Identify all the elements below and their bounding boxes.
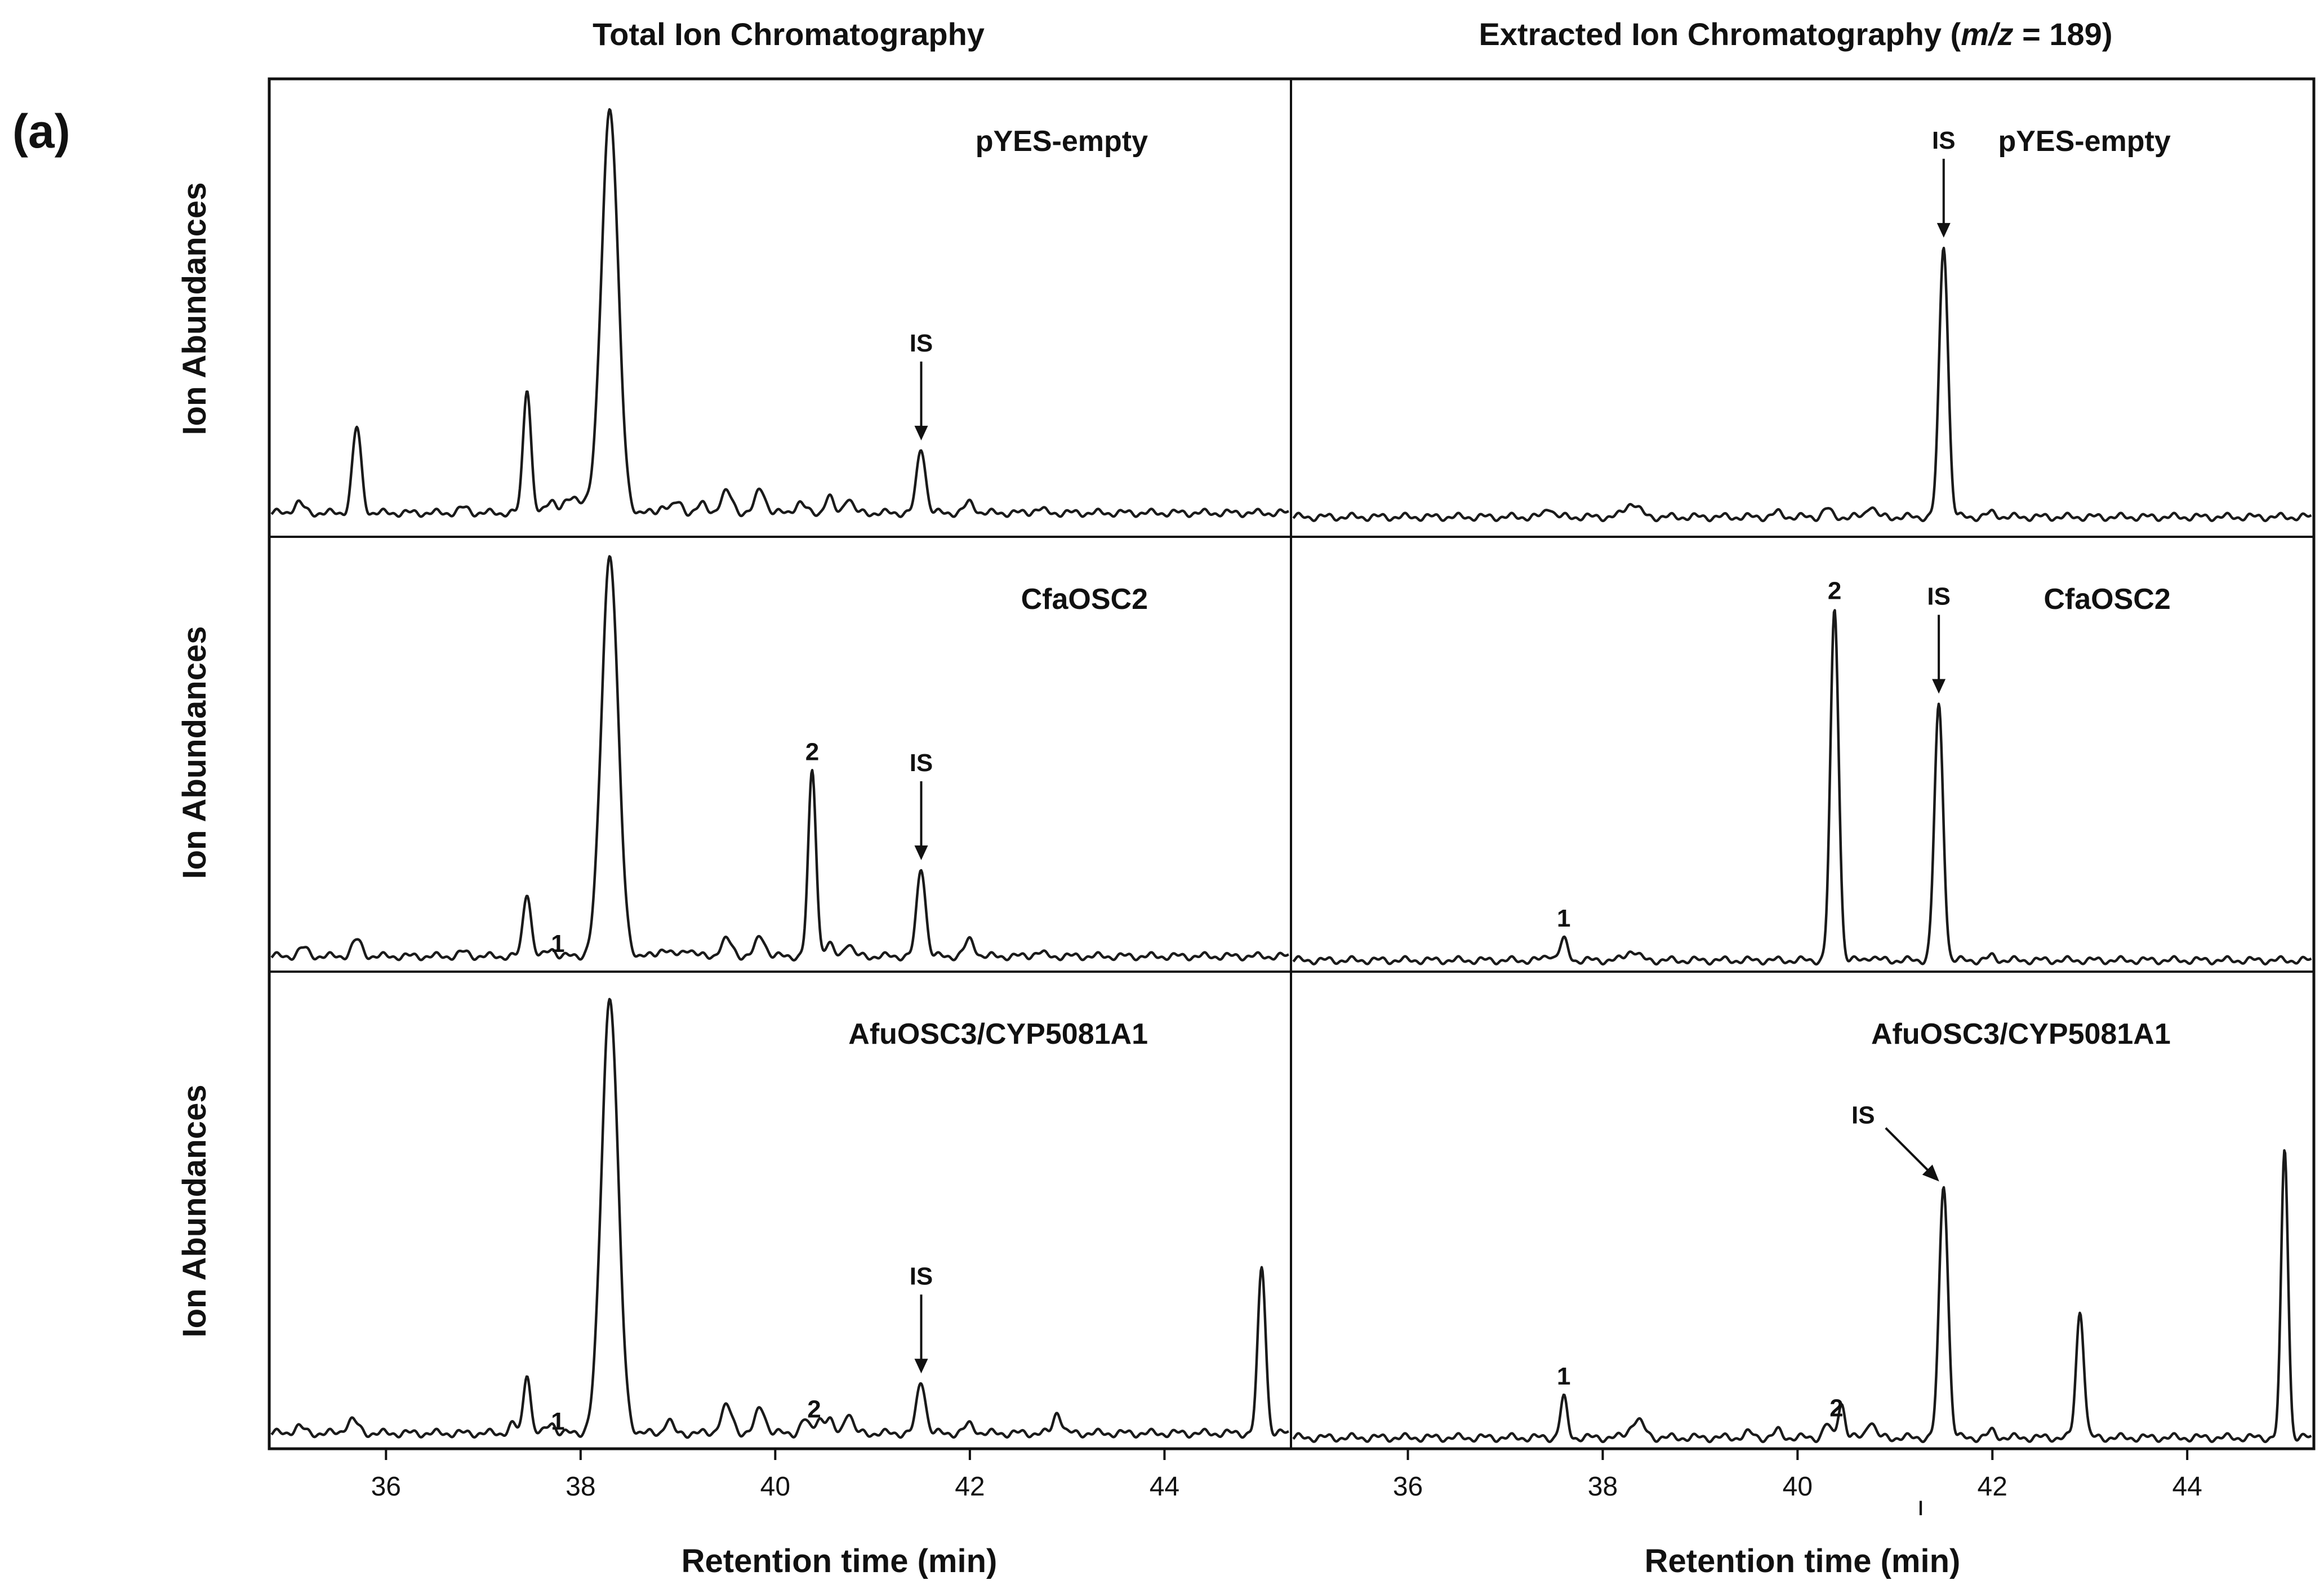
eic-row3-annot-2: 2 <box>1829 1395 1843 1422</box>
eic-x-tick-label-44: 44 <box>2172 1472 2202 1502</box>
tic-x-axis-label: Retention time (min) <box>682 1543 998 1579</box>
y-axis-label-row2: Ion Abundances <box>176 626 213 879</box>
eic-column-title: Extracted Ion Chromatography (m/z = 189) <box>1479 16 2113 52</box>
eic-title-mz: m/z <box>1961 16 2013 52</box>
eic-row3-annot-is: IS <box>1851 1102 1875 1129</box>
y-axis-label-row1: Ion Abundances <box>176 183 213 435</box>
tic-x-tick-label-44: 44 <box>1150 1472 1179 1502</box>
tic-column-title: Total Ion Chromatography <box>593 16 985 52</box>
tic-sample-label-row1: pYES-empty <box>976 125 1148 158</box>
eic-sample-label-row2: CfaOSC2 <box>2043 583 2170 616</box>
eic-x-tick-label-38: 38 <box>1588 1472 1618 1502</box>
eic-row2-annot-1: 1 <box>1557 905 1570 932</box>
tic-row3-annot-1: 1 <box>551 1408 564 1435</box>
eic-row3-annot-1: 1 <box>1557 1363 1570 1390</box>
tic-x-tick-label-40: 40 <box>760 1472 790 1502</box>
eic-trace-row2 <box>1292 609 2312 966</box>
tic-row3-annot-is-arrow-head <box>914 1359 928 1374</box>
tic-row2-annot-2: 2 <box>805 738 819 765</box>
tic-row2-annot-is: IS <box>910 749 933 777</box>
tic-x-tick-label-42: 42 <box>955 1472 985 1502</box>
tic-sample-label-row2: CfaOSC2 <box>1021 583 1148 616</box>
eic-row2-annot-is-arrow-head <box>1932 679 1946 694</box>
stray-tick-mark: ı <box>1917 1492 1924 1521</box>
tic-row2-annot-is-arrow-head <box>914 845 928 861</box>
tic-sample-label-row3: AfuOSC3/CYP5081A1 <box>848 1018 1148 1051</box>
eic-x-tick-label-40: 40 <box>1783 1472 1813 1502</box>
eic-x-axis-label: Retention time (min) <box>1645 1543 1961 1579</box>
tic-x-tick-label-36: 36 <box>371 1472 401 1502</box>
axis-layer: 36 38 40 42 44 36 38 40 42 44 <box>371 1449 2202 1502</box>
eic-row3-annot-is-arrow-shaft <box>1885 1127 1931 1173</box>
tic-trace-row3 <box>270 998 1289 1439</box>
eic-row2-annot-is: IS <box>1927 583 1951 611</box>
tic-trace-row2 <box>270 555 1289 962</box>
tic-row1-annot-is: IS <box>910 330 933 357</box>
eic-title-main: Extracted Ion Chromatography ( <box>1479 16 1961 52</box>
tic-row2-annot-1: 1 <box>551 930 564 958</box>
traces-layer: pYES-empty IS CfaOSC2 1 2 IS AfuOSC3/CYP5081A1… <box>270 108 2312 1444</box>
eic-row1-annot-is: IS <box>1932 127 1956 154</box>
tic-row1-annot-is-arrow-head <box>914 425 928 440</box>
tic-trace-row1 <box>270 108 1289 518</box>
eic-x-tick-label-42: 42 <box>1978 1472 2007 1502</box>
tic-row3-annot-2: 2 <box>807 1395 821 1423</box>
tic-x-tick-label-38: 38 <box>566 1472 595 1502</box>
eic-sample-label-row1: pYES-empty <box>1998 125 2170 158</box>
eic-trace-row3 <box>1292 1149 2312 1444</box>
y-axis-label-row3: Ion Abundances <box>176 1085 213 1338</box>
panel-tag: (a) <box>12 105 70 158</box>
tic-row3-annot-is: IS <box>910 1262 933 1290</box>
eic-row2-annot-2: 2 <box>1828 577 1841 605</box>
eic-trace-row1 <box>1292 247 2312 523</box>
eic-row1-annot-is-arrow-head <box>1936 222 1951 238</box>
eic-title-suffix: = 189) <box>2014 16 2113 52</box>
eic-sample-label-row3: AfuOSC3/CYP5081A1 <box>1871 1018 2171 1051</box>
eic-x-tick-label-36: 36 <box>1393 1472 1423 1502</box>
eic-row3-annot-is-arrow-head <box>1922 1164 1939 1182</box>
